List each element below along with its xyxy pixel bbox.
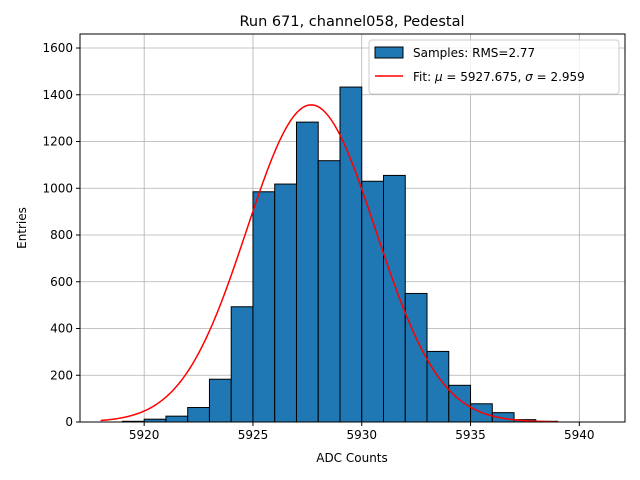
x-tick-label: 5920 — [129, 428, 160, 442]
chart-title: Run 671, channel058, Pedestal — [239, 14, 464, 30]
legend: Samples: RMS=2.77 Fit: μ = 5927.675, σ =… — [368, 39, 620, 95]
fit-curve — [100, 104, 558, 423]
histogram-bar — [448, 384, 472, 423]
y-tick-label: 1000 — [42, 181, 73, 195]
x-tick-label: 5925 — [238, 428, 269, 442]
plot-frame — [79, 33, 626, 423]
histogram-bar — [165, 415, 189, 423]
legend-fit-sigma-value: = 2.959 — [533, 70, 585, 84]
legend-fit-sigma-symbol: σ — [525, 70, 533, 84]
x-axis-label: ADC Counts — [316, 451, 388, 465]
y-tick-label: 800 — [50, 228, 73, 242]
histogram-bar — [230, 306, 254, 423]
histogram-bar — [404, 292, 428, 423]
y-tick-label: 400 — [50, 322, 73, 336]
histogram-bar — [295, 121, 319, 423]
histogram-bar — [361, 180, 385, 423]
histogram-bar — [274, 183, 297, 423]
legend-fit-mu-value: = 5927.675, — [443, 70, 526, 84]
legend-fit-mu-symbol: μ — [434, 70, 443, 84]
histogram-bar — [317, 160, 341, 423]
histogram-bar — [339, 86, 363, 423]
y-tick-label: 0 — [65, 415, 73, 429]
histogram-bars — [121, 86, 559, 423]
histogram-bar — [383, 174, 406, 423]
y-tick-label: 1400 — [42, 88, 73, 102]
y-axis-ticks: 0 200 400 600 800 1000 1200 1400 1600 — [42, 41, 80, 429]
legend-fit-label: Fit: μ = 5927.675, σ = 2.959 — [413, 70, 585, 84]
x-axis-ticks: 5920 5925 5930 5935 5940 — [129, 422, 595, 442]
legend-histogram-label: Samples: RMS=2.77 — [413, 46, 535, 60]
y-tick-label: 200 — [50, 368, 73, 382]
y-tick-label: 1200 — [42, 135, 73, 149]
x-tick-label: 5940 — [564, 428, 595, 442]
histogram-bar — [252, 191, 276, 423]
x-tick-label: 5935 — [455, 428, 486, 442]
legend-histogram-swatch — [374, 46, 404, 59]
y-tick-label: 600 — [50, 275, 73, 289]
histogram-bar — [208, 378, 232, 423]
y-axis-label: Entries — [15, 207, 29, 249]
legend-fit-prefix: Fit: — [413, 70, 435, 84]
histogram-bar — [187, 407, 210, 423]
x-tick-label: 5930 — [346, 428, 377, 442]
legend-frame — [368, 39, 620, 95]
y-tick-label: 1600 — [42, 41, 73, 55]
